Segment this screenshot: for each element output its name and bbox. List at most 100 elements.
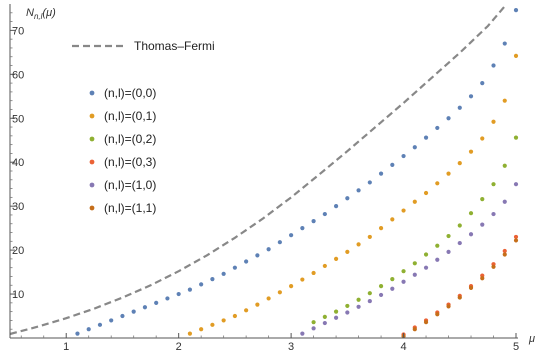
data-point	[513, 234, 519, 240]
thomas-fermi-curve	[9, 5, 506, 336]
data-point	[356, 188, 361, 193]
data-point	[468, 232, 474, 237]
data-point	[502, 248, 507, 254]
data-point	[423, 252, 429, 257]
data-point	[457, 105, 462, 110]
data-point	[446, 249, 451, 254]
data-point	[255, 253, 260, 258]
data-point	[289, 233, 294, 238]
data-point	[390, 286, 395, 291]
data-point	[502, 98, 507, 103]
data-point	[356, 242, 361, 247]
legend-swatch-series-2	[89, 136, 95, 142]
data-point	[412, 327, 417, 332]
data-point	[232, 313, 237, 319]
data-point	[221, 271, 226, 276]
legend-label-series-0: (n,l)=(0,0)	[104, 86, 156, 100]
data-point	[367, 180, 372, 185]
data-point	[468, 285, 474, 290]
data-point	[356, 304, 361, 309]
data-point	[513, 238, 519, 243]
data-point	[311, 320, 316, 325]
series-4	[300, 182, 519, 336]
data-point	[468, 94, 474, 99]
data-point	[468, 149, 474, 154]
legend-label-series-5: (n,l)=(1,1)	[104, 201, 156, 215]
data-point	[289, 284, 294, 289]
data-point	[333, 204, 339, 209]
data-point	[480, 136, 485, 141]
data-point	[356, 297, 361, 302]
data-point	[423, 320, 429, 325]
series-2	[311, 135, 519, 325]
data-point	[401, 208, 406, 213]
legend: Thomas–Fermi (n,l)=(0,0) (n,l)=(0,1) (n,l)=…	[72, 39, 215, 215]
data-point	[367, 234, 372, 240]
data-point	[187, 331, 193, 336]
y-ticks: 10 20 30 40 50 60 70	[10, 12, 24, 330]
points-layer	[75, 8, 519, 339]
data-point	[390, 217, 395, 222]
data-point	[311, 326, 316, 331]
data-point	[480, 81, 485, 86]
data-point	[333, 256, 339, 261]
data-point	[199, 327, 204, 332]
data-point	[401, 279, 406, 284]
data-point	[502, 199, 507, 204]
data-point	[412, 145, 417, 150]
data-point	[333, 315, 339, 320]
x-ticks: 1 2 3 4 5	[20, 333, 519, 350]
legend-label-series-1: (n,l)=(0,1)	[104, 109, 156, 123]
data-point	[345, 303, 350, 309]
data-point	[300, 331, 305, 336]
data-point	[176, 291, 181, 297]
data-point	[311, 270, 316, 276]
data-point	[513, 182, 519, 187]
legend-swatch-series-1	[89, 113, 95, 119]
data-point	[513, 135, 519, 140]
curve-layer	[9, 5, 506, 336]
data-point	[390, 162, 395, 167]
data-point	[131, 309, 136, 314]
data-point	[390, 277, 395, 282]
series-0	[75, 8, 519, 336]
legend-label-thomas-fermi: Thomas–Fermi	[134, 39, 215, 53]
data-point	[457, 240, 462, 246]
legend-swatch-series-0	[89, 90, 95, 96]
legend-swatch-series-5	[89, 205, 95, 211]
legend-swatch-series-4	[89, 182, 95, 188]
data-point	[75, 331, 80, 336]
data-point	[367, 298, 372, 304]
y-axis-label-main: N	[26, 7, 34, 19]
data-point	[266, 296, 271, 301]
data-point	[232, 265, 237, 270]
x-tick-label: 5	[513, 341, 519, 350]
data-point	[491, 63, 496, 68]
data-point	[187, 287, 193, 292]
data-point	[401, 269, 406, 274]
data-point	[378, 226, 384, 231]
data-point	[423, 135, 429, 140]
data-point	[480, 197, 485, 202]
data-point	[446, 233, 451, 239]
legend-label-series-2: (n,l)=(0,2)	[104, 132, 156, 146]
data-point	[513, 53, 519, 58]
x-tick-label: 3	[288, 341, 294, 350]
data-point	[446, 171, 451, 176]
data-point	[435, 257, 440, 262]
y-tick-label: 40	[12, 157, 24, 169]
data-point	[457, 223, 462, 228]
data-point	[412, 199, 417, 204]
x-tick-label: 2	[176, 341, 182, 350]
data-point	[97, 322, 103, 327]
data-point	[345, 310, 350, 315]
data-point	[244, 259, 249, 264]
data-point	[457, 295, 462, 300]
data-point	[446, 116, 451, 121]
data-point	[435, 181, 440, 186]
x-tick-label: 4	[400, 341, 406, 350]
data-point	[491, 264, 496, 269]
data-point	[322, 314, 327, 320]
data-point	[491, 182, 496, 187]
